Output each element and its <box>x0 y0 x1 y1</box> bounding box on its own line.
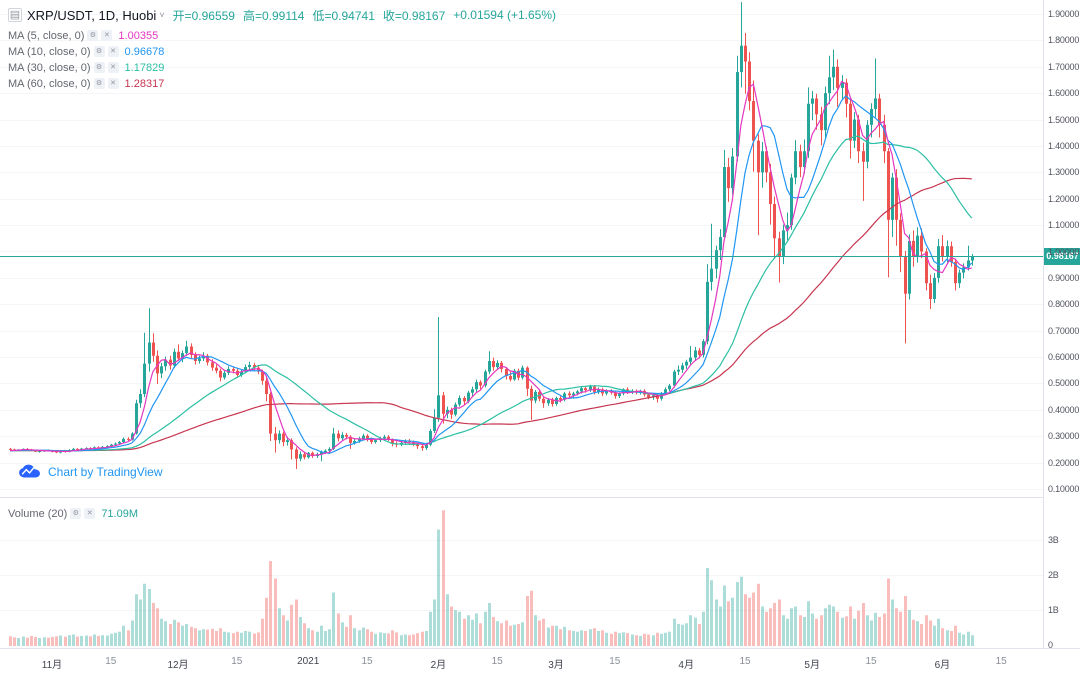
time-axis-label: 15 <box>995 656 1007 667</box>
indicator-remove-icon[interactable]: ✕ <box>107 78 119 89</box>
time-axis-label: 12月 <box>167 660 189 671</box>
volume-indicator-row: Volume (20) ⚙ ✕ 71.09M <box>8 506 138 521</box>
symbol-legend-row: ▤ XRP/USDT, 1D, Huobi ˅ 开=0.96559 高=0.99… <box>8 5 556 25</box>
price-tick-label: 1.30000 <box>1048 167 1080 178</box>
indicator-remove-icon[interactable]: ✕ <box>84 508 96 519</box>
symbol-dropdown-caret[interactable]: ˅ <box>159 10 165 20</box>
price-tick-label: 1.50000 <box>1048 114 1080 125</box>
indicator-remove-icon[interactable]: ✕ <box>107 46 119 57</box>
ma10-indicator-row: MA (10, close, 0) ⚙ ✕ 0.96678 <box>8 44 556 59</box>
time-axis-label: 15 <box>609 656 621 667</box>
time-axis-label: 3月 <box>548 660 564 671</box>
price-tick-label: 1.20000 <box>1048 193 1080 204</box>
price-tick-label: 0.90000 <box>1048 272 1080 283</box>
watermark-text: Chart by TradingView <box>48 464 163 479</box>
price-tick-label: 0.70000 <box>1048 325 1080 336</box>
symbol-logo-icon[interactable]: ▤ <box>8 8 22 22</box>
time-axis-label: 5月 <box>804 660 820 671</box>
price-tick-label: 0.40000 <box>1048 404 1080 415</box>
time-axis-border <box>0 648 1080 649</box>
current-price-badge: 0.98167 <box>1044 247 1080 265</box>
indicator-remove-icon[interactable]: ✕ <box>107 62 119 73</box>
ohlc-low: 低=0.94741 <box>312 8 375 23</box>
ohlc-change: +0.01594 (+1.65%) <box>453 8 557 22</box>
ohlc-close: 收=0.98167 <box>382 8 446 23</box>
volume-legend: Volume (20) ⚙ ✕ 71.09M <box>8 506 138 522</box>
indicator-settings-icon[interactable]: ⚙ <box>93 46 105 57</box>
time-axis-label: 15 <box>739 656 751 667</box>
volume-tick-label: 1B <box>1048 605 1059 615</box>
ohlc-high: 高=0.99114 <box>242 8 305 23</box>
time-axis-label: 11月 <box>41 660 63 671</box>
time-axis-label: 15 <box>361 656 373 667</box>
ma5-indicator-row: MA (5, close, 0) ⚙ ✕ 1.00355 <box>8 28 556 43</box>
price-tick-label: 1.00000 <box>1048 246 1080 257</box>
volume-value: 71.09M <box>101 507 139 520</box>
ohlc-open: 开=0.96559 <box>172 8 235 23</box>
tradingview-logo-icon <box>19 464 40 478</box>
price-tick-label: 1.70000 <box>1048 61 1080 72</box>
time-axis-label: 6月 <box>934 660 951 671</box>
price-tick-label: 1.80000 <box>1048 35 1080 46</box>
ma30-value: 1.17829 <box>124 61 165 74</box>
time-axis-label: 4月 <box>678 660 694 671</box>
price-tick-label: 1.40000 <box>1048 140 1080 151</box>
symbol-title[interactable]: XRP/USDT, 1D, Huobi <box>27 7 157 23</box>
price-tick-label: 0.60000 <box>1048 352 1080 363</box>
volume-tick-label: 2B <box>1048 570 1059 580</box>
ma5-value: 1.00355 <box>118 29 159 42</box>
price-tick-label: 1.60000 <box>1048 88 1080 99</box>
ma10-label[interactable]: MA (10, close, 0) <box>8 45 91 58</box>
price-tick-label: 0.10000 <box>1048 484 1080 494</box>
price-tick-label: 0.20000 <box>1048 457 1080 468</box>
ma30-indicator-row: MA (30, close, 0) ⚙ ✕ 1.17829 <box>8 60 556 75</box>
price-tick-label: 0.80000 <box>1048 299 1080 310</box>
ma60-label[interactable]: MA (60, close, 0) <box>8 77 91 90</box>
ma10-value: 0.96678 <box>124 45 165 58</box>
indicator-settings-icon[interactable]: ⚙ <box>93 78 105 89</box>
price-tick-label: 0.30000 <box>1048 431 1080 442</box>
indicator-settings-icon[interactable]: ⚙ <box>70 508 82 519</box>
time-axis-label: 15 <box>231 656 243 667</box>
ma5-label[interactable]: MA (5, close, 0) <box>8 29 85 42</box>
volume-tick-label: 3B <box>1048 535 1059 545</box>
time-axis-label: 15 <box>491 656 503 667</box>
price-scale[interactable]: 0.98167 1.90000 1.80000 1.70000 1.60000 1.50… <box>1043 0 1080 650</box>
ma60-indicator-row: MA (60, close, 0) ⚙ ✕ 1.28317 <box>8 76 556 91</box>
price-tick-label: 1.10000 <box>1048 220 1080 231</box>
volume-label[interactable]: Volume (20) <box>8 507 68 520</box>
price-tick-label: 1.90000 <box>1048 9 1080 19</box>
chart-canvas[interactable] <box>0 0 1043 648</box>
time-axis-label: 15 <box>865 656 877 667</box>
time-axis-label: 2021 <box>297 656 320 667</box>
time-axis-label: 2月 <box>430 660 447 671</box>
time-axis[interactable]: 11月 15 12月 15 2021 15 2月 15 3月 15 4月 15 5月 15 6月 15 <box>0 649 1043 676</box>
indicator-settings-icon[interactable]: ⚙ <box>87 30 99 41</box>
ma60-value: 1.28317 <box>124 77 165 90</box>
time-axis-label: 15 <box>105 656 117 667</box>
price-tick-label: 0.50000 <box>1048 378 1080 389</box>
chart-legend: ▤ XRP/USDT, 1D, Huobi ˅ 开=0.96559 高=0.99… <box>8 5 556 92</box>
indicator-settings-icon[interactable]: ⚙ <box>93 62 105 73</box>
volume-tick-label: 0 <box>1048 640 1053 650</box>
indicator-remove-icon[interactable]: ✕ <box>101 30 113 41</box>
ma30-label[interactable]: MA (30, close, 0) <box>8 61 91 74</box>
tradingview-watermark[interactable]: Chart by TradingView <box>18 464 163 479</box>
